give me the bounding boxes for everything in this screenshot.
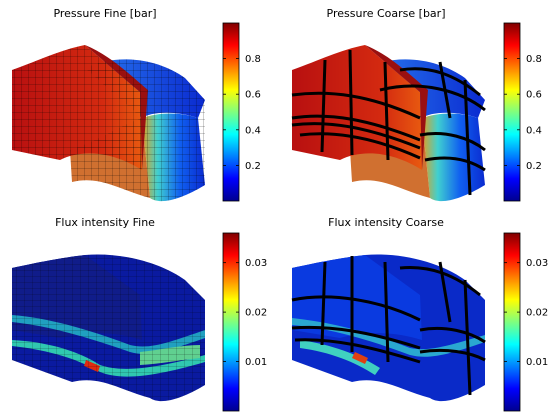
colorbar-flux-fine: 0.03 0.02 0.01 [222, 232, 267, 412]
panel-pressure-coarse: Pressure Coarse [bar] [291, 7, 486, 202]
colorbar-pressure-fine: 0.8 0.6 0.4 0.2 [222, 22, 261, 202]
colorbar-tick-label: 0.4 [526, 125, 542, 136]
colorbar-tick-labels: 0.03 0.02 0.01 [504, 258, 548, 368]
colorbar-tick-label: 0.2 [245, 161, 261, 172]
colorbar-tick-label: 0.6 [245, 90, 261, 101]
panel-title: Flux intensity Coarse [328, 216, 444, 229]
colorbar-flux-coarse: 0.03 0.02 0.01 [503, 232, 548, 412]
panel-title: Pressure Fine [bar] [53, 7, 156, 20]
colorbar-tick-label: 0.4 [245, 125, 261, 136]
panel-title: Flux intensity Fine [55, 216, 155, 229]
panel-flux-fine: Flux intensity Fine [12, 216, 205, 402]
colorbar-tick-label: 0.8 [245, 54, 261, 65]
colorbar-tick-label: 0.8 [526, 54, 542, 65]
reservoir-model-flux-fine [12, 254, 205, 402]
reservoir-model-pressure-coarse [291, 45, 486, 202]
colorbar-pressure-coarse: 0.8 0.6 0.4 0.2 [503, 22, 542, 202]
colorbar-tick-label: 0.2 [526, 161, 542, 172]
panel-flux-coarse: Flux intensity Coarse [291, 216, 486, 402]
colorbar-tick-label: 0.03 [526, 258, 548, 269]
colorbar-tick-labels: 0.03 0.02 0.01 [223, 258, 267, 368]
colorbar-tick-label: 0.02 [245, 308, 267, 319]
panel-title: Pressure Coarse [bar] [327, 7, 446, 20]
colorbar-tick-label: 0.02 [526, 308, 548, 319]
reservoir-model-flux-coarse [291, 254, 486, 402]
colorbar-tick-labels: 0.8 0.6 0.4 0.2 [223, 54, 261, 172]
colorbar-tick-labels: 0.8 0.6 0.4 0.2 [504, 54, 542, 172]
panel-pressure-fine: Pressure Fine [bar] [12, 7, 205, 202]
colorbar-tick-label: 0.6 [526, 90, 542, 101]
colorbar-tick-label: 0.03 [245, 258, 267, 269]
colorbar-tick-label: 0.01 [245, 357, 267, 368]
colorbar-tick-label: 0.01 [526, 357, 548, 368]
reservoir-model-pressure-fine [12, 45, 205, 202]
